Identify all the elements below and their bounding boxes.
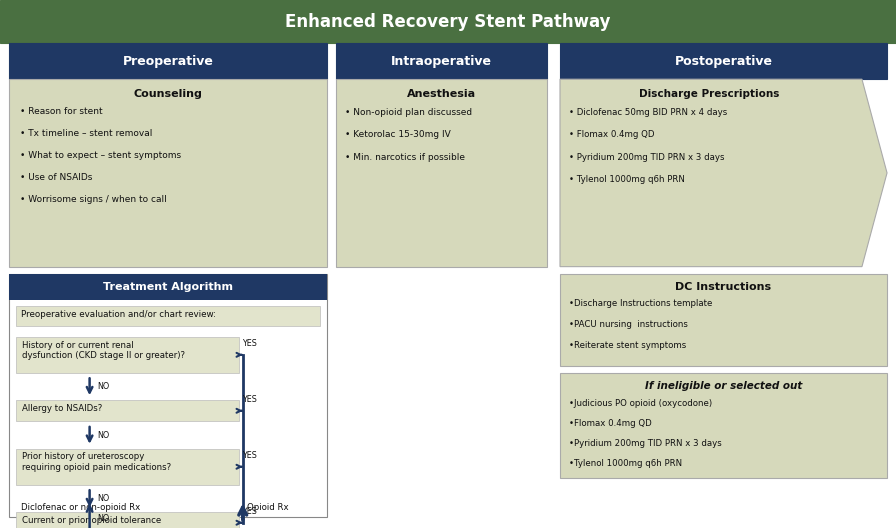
Text: NO: NO xyxy=(97,431,109,440)
Text: Preoperative: Preoperative xyxy=(123,55,213,68)
FancyBboxPatch shape xyxy=(16,400,238,421)
FancyBboxPatch shape xyxy=(16,449,238,485)
Text: Intraoperative: Intraoperative xyxy=(391,55,492,68)
Text: •Judicious PO opioid (oxycodone): •Judicious PO opioid (oxycodone) xyxy=(569,399,712,408)
Text: Enhanced Recovery Stent Pathway: Enhanced Recovery Stent Pathway xyxy=(285,13,611,31)
Text: • Pyridium 200mg TID PRN x 3 days: • Pyridium 200mg TID PRN x 3 days xyxy=(569,153,725,162)
Text: YES: YES xyxy=(242,395,257,404)
Text: Opioid Rx: Opioid Rx xyxy=(247,503,289,512)
Text: Postoperative: Postoperative xyxy=(675,55,772,68)
FancyBboxPatch shape xyxy=(336,43,547,79)
Text: Preoperative evaluation and/or chart review:: Preoperative evaluation and/or chart rev… xyxy=(21,310,216,319)
FancyBboxPatch shape xyxy=(9,43,327,79)
Text: •PACU nursing  instructions: •PACU nursing instructions xyxy=(569,320,688,329)
Text: YES: YES xyxy=(242,340,257,348)
Text: NO: NO xyxy=(97,494,109,503)
Text: • Worrisome signs / when to call: • Worrisome signs / when to call xyxy=(20,195,167,204)
Text: Discharge Prescriptions: Discharge Prescriptions xyxy=(639,89,779,99)
Text: • Ketorolac 15-30mg IV: • Ketorolac 15-30mg IV xyxy=(345,130,451,139)
Text: •Flomax 0.4mg QD: •Flomax 0.4mg QD xyxy=(569,419,651,428)
Text: • Non-opioid plan discussed: • Non-opioid plan discussed xyxy=(345,108,472,117)
FancyBboxPatch shape xyxy=(336,79,547,267)
Text: Prior history of ureteroscopy
requiring opioid pain medications?: Prior history of ureteroscopy requiring … xyxy=(22,452,171,472)
FancyBboxPatch shape xyxy=(560,274,887,366)
Text: DC Instructions: DC Instructions xyxy=(676,282,771,292)
Text: • Min. narcotics if possible: • Min. narcotics if possible xyxy=(345,153,465,162)
Text: •Pyridium 200mg TID PRN x 3 days: •Pyridium 200mg TID PRN x 3 days xyxy=(569,439,721,448)
FancyBboxPatch shape xyxy=(9,79,327,267)
FancyBboxPatch shape xyxy=(16,512,238,528)
Text: Counseling: Counseling xyxy=(134,89,202,99)
Text: •Discharge Instructions template: •Discharge Instructions template xyxy=(569,299,712,308)
FancyBboxPatch shape xyxy=(9,274,327,300)
Text: • Flomax 0.4mg QD: • Flomax 0.4mg QD xyxy=(569,130,654,139)
FancyBboxPatch shape xyxy=(16,337,238,373)
Text: Anesthesia: Anesthesia xyxy=(407,89,476,99)
Polygon shape xyxy=(560,79,887,267)
Text: • Use of NSAIDs: • Use of NSAIDs xyxy=(20,173,92,182)
FancyBboxPatch shape xyxy=(560,373,887,478)
Text: • Tx timeline – stent removal: • Tx timeline – stent removal xyxy=(20,129,152,138)
Text: •Reiterate stent symptoms: •Reiterate stent symptoms xyxy=(569,341,686,350)
Text: Treatment Algorithm: Treatment Algorithm xyxy=(103,282,233,291)
Text: • Diclofenac 50mg BID PRN x 4 days: • Diclofenac 50mg BID PRN x 4 days xyxy=(569,108,728,117)
Text: • What to expect – stent symptoms: • What to expect – stent symptoms xyxy=(20,151,181,160)
Text: NO: NO xyxy=(97,514,109,523)
Text: Allergy to NSAIDs?: Allergy to NSAIDs? xyxy=(22,404,103,413)
FancyBboxPatch shape xyxy=(9,274,327,517)
Text: • Reason for stent: • Reason for stent xyxy=(20,107,102,116)
FancyBboxPatch shape xyxy=(16,306,320,326)
Text: If ineligible or selected out: If ineligible or selected out xyxy=(645,381,802,391)
Text: NO: NO xyxy=(97,382,109,391)
FancyBboxPatch shape xyxy=(560,43,887,79)
Text: Current or prior opioid tolerance: Current or prior opioid tolerance xyxy=(22,516,161,525)
Text: •Tylenol 1000mg q6h PRN: •Tylenol 1000mg q6h PRN xyxy=(569,459,682,468)
Text: YES: YES xyxy=(242,507,257,516)
Text: Diclofenac or non-opioid Rx: Diclofenac or non-opioid Rx xyxy=(21,503,140,512)
FancyBboxPatch shape xyxy=(0,0,896,43)
Text: • Tylenol 1000mg q6h PRN: • Tylenol 1000mg q6h PRN xyxy=(569,175,685,184)
Text: History of or current renal
dysfunction (CKD stage II or greater)?: History of or current renal dysfunction … xyxy=(22,341,185,360)
Text: YES: YES xyxy=(242,451,257,460)
